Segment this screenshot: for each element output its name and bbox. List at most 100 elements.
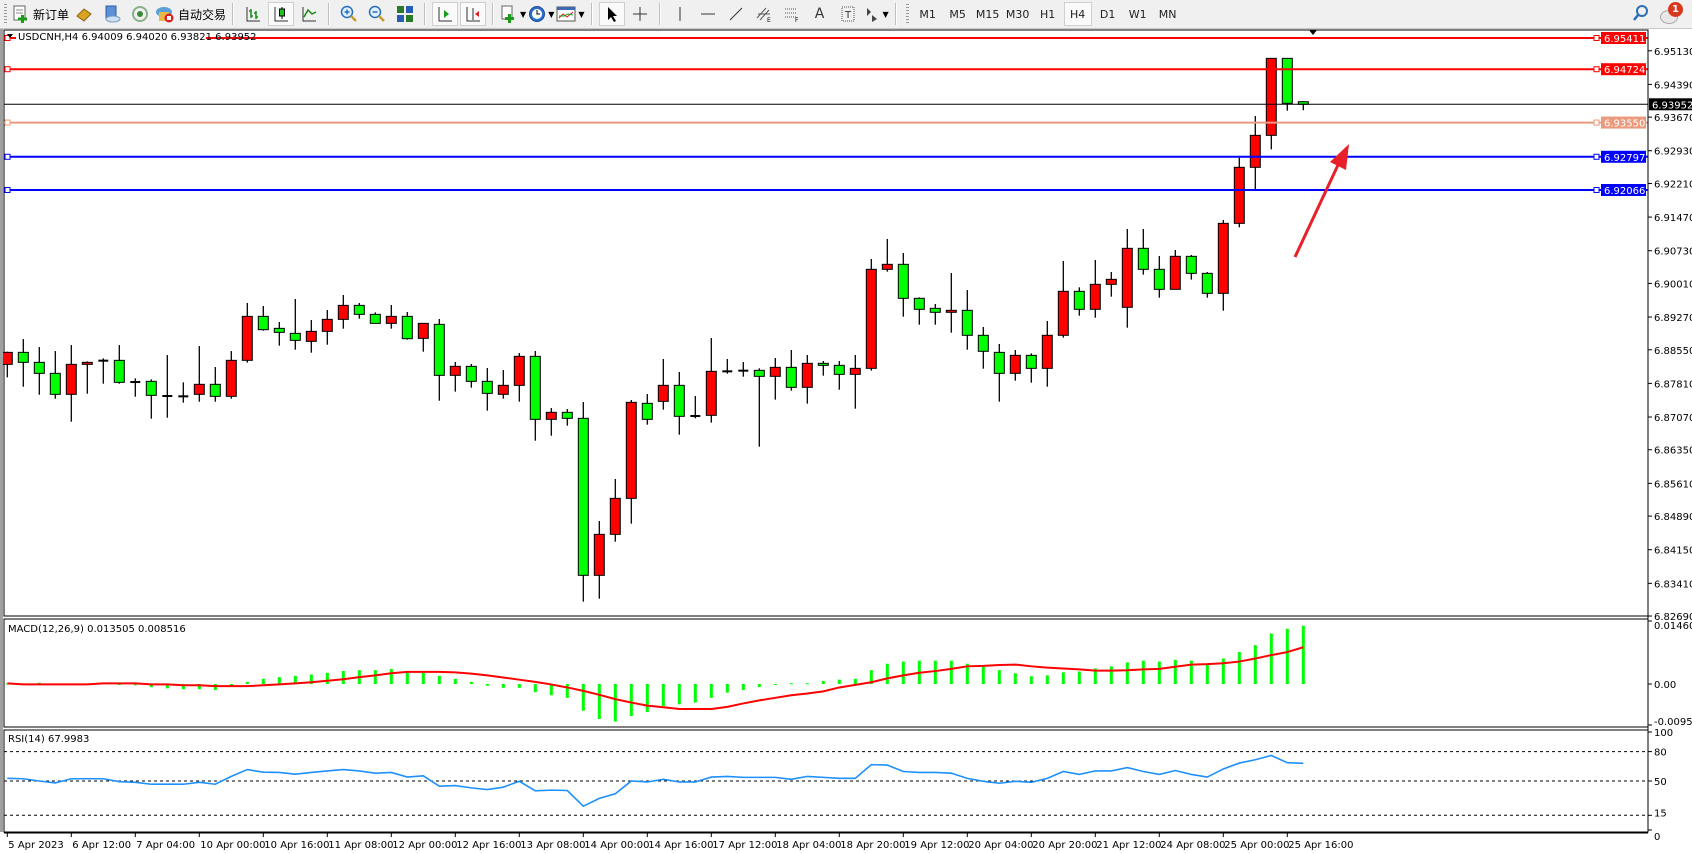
price-line-label: 6.92797 bbox=[1604, 153, 1645, 164]
time-tick-label: 25 Apr 16:00 bbox=[1288, 840, 1353, 851]
line-anchor-right bbox=[1593, 35, 1600, 41]
macd-histogram-bar bbox=[389, 668, 393, 685]
macd-histogram-bar bbox=[853, 678, 857, 685]
symbol-menu-icon bbox=[7, 34, 13, 38]
price-tick-label: 6.88550 bbox=[1654, 346, 1692, 357]
text-label-button[interactable]: T bbox=[835, 2, 861, 26]
zoom-in-icon bbox=[340, 5, 357, 22]
svg-text:T: T bbox=[844, 10, 852, 21]
horizontal-line-button[interactable] bbox=[695, 2, 721, 26]
candle bbox=[785, 349, 797, 391]
text-button[interactable]: A bbox=[807, 2, 833, 26]
candle bbox=[1009, 349, 1021, 381]
candle bbox=[1041, 321, 1053, 387]
toolbar-grip[interactable] bbox=[905, 4, 909, 24]
timeframe-h1[interactable]: H1 bbox=[1040, 7, 1056, 21]
timeframe-m30[interactable]: M30 bbox=[1005, 7, 1030, 21]
zoom-out-button[interactable] bbox=[364, 2, 390, 26]
candle-body bbox=[369, 313, 381, 324]
indicators-button[interactable]: ▼ bbox=[500, 2, 526, 26]
macd-histogram-bar bbox=[725, 684, 729, 693]
price-tick-label: 6.90730 bbox=[1654, 247, 1692, 258]
auto-trading-button[interactable]: 自动交易 bbox=[155, 2, 226, 26]
chart-window[interactable]: 6.95130 6.94390 6.93670 6.92930 6.92210 6.914… bbox=[0, 29, 1692, 853]
arrows-button[interactable]: ▼ bbox=[863, 2, 889, 26]
svg-text:E: E bbox=[767, 17, 771, 23]
search-icon[interactable] bbox=[1632, 4, 1650, 22]
candle-body bbox=[1105, 278, 1117, 285]
notifications-button[interactable]: 1 bbox=[1660, 2, 1684, 24]
price-tick-label: 6.89270 bbox=[1654, 313, 1692, 324]
chart-canvas[interactable]: 6.95130 6.94390 6.93670 6.92930 6.92210 6.914… bbox=[0, 29, 1692, 853]
navigator-button[interactable] bbox=[99, 2, 125, 26]
macd-histogram-bar bbox=[421, 672, 425, 685]
candles bbox=[1, 57, 1309, 602]
candle-body bbox=[849, 367, 861, 375]
time-tick-label: 18 Apr 04:00 bbox=[776, 840, 841, 851]
macd-histogram-bar bbox=[869, 670, 873, 685]
auto-scroll-button[interactable] bbox=[432, 2, 459, 26]
notification-badge: 1 bbox=[1668, 2, 1683, 17]
timeframe-m1[interactable]: M1 bbox=[919, 7, 936, 21]
signal-icon bbox=[132, 6, 149, 22]
periods-button[interactable]: ▼ bbox=[528, 2, 554, 26]
price-line-label: 6.95411 bbox=[1604, 34, 1645, 45]
time-tick-label: 20 Apr 20:00 bbox=[1032, 840, 1097, 851]
timeframe-h4[interactable]: H4 bbox=[1063, 2, 1092, 26]
price-tick-label: 6.83410 bbox=[1654, 579, 1692, 590]
svg-text:F: F bbox=[795, 17, 799, 23]
macd-histogram-bar bbox=[1141, 660, 1145, 685]
timeframe-m5[interactable]: M5 bbox=[949, 7, 966, 21]
equidistant-channel-button[interactable]: E bbox=[751, 2, 777, 26]
vertical-line-icon bbox=[679, 7, 680, 21]
cursor-button[interactable] bbox=[598, 2, 625, 26]
candle-body bbox=[1217, 222, 1229, 294]
macd-histogram-bar bbox=[1189, 660, 1193, 685]
time-tick-label: 18 Apr 20:00 bbox=[840, 840, 905, 851]
time-tick-label: 14 Apr 00:00 bbox=[584, 840, 649, 851]
cursor-arrow-icon bbox=[607, 7, 617, 22]
trendline-button[interactable] bbox=[723, 2, 749, 26]
candle bbox=[753, 368, 765, 447]
toolbar-grip[interactable] bbox=[4, 4, 7, 24]
candle bbox=[162, 355, 173, 418]
price-tick-label: 6.93670 bbox=[1654, 113, 1692, 124]
new-order-button[interactable]: 新订单 bbox=[12, 2, 69, 26]
bar-chart-button[interactable] bbox=[240, 2, 266, 26]
timeframe-w1[interactable]: W1 bbox=[1128, 7, 1147, 21]
timeframe-d1[interactable]: D1 bbox=[1099, 7, 1116, 21]
chart-shift-icon bbox=[466, 7, 481, 22]
macd-histogram-bar bbox=[517, 684, 521, 688]
candlestick-chart-button[interactable] bbox=[268, 2, 295, 26]
candle bbox=[273, 322, 285, 346]
signals-button[interactable] bbox=[127, 2, 153, 26]
timeframe-mn[interactable]: MN bbox=[1158, 7, 1177, 21]
vertical-line-button[interactable] bbox=[667, 2, 693, 26]
candle bbox=[385, 305, 397, 329]
candle-body bbox=[769, 366, 781, 377]
separator bbox=[232, 3, 235, 25]
line-chart-button[interactable] bbox=[296, 2, 322, 26]
new-order-icon bbox=[13, 5, 27, 23]
time-tick-label: 12 Apr 00:00 bbox=[392, 840, 457, 851]
templates-button[interactable]: ▼ bbox=[556, 2, 585, 26]
rsi-axis-label: 80 bbox=[1654, 748, 1667, 759]
candle-body bbox=[1153, 268, 1165, 290]
navigator-icon bbox=[105, 5, 121, 23]
candle bbox=[1089, 259, 1101, 318]
candle bbox=[673, 371, 685, 435]
candle-body bbox=[545, 411, 557, 420]
candle bbox=[98, 358, 109, 384]
crosshair-button[interactable] bbox=[627, 2, 653, 26]
fibonacci-button[interactable]: F bbox=[779, 2, 805, 26]
market-watch-button[interactable] bbox=[71, 2, 97, 26]
candle bbox=[209, 367, 221, 402]
price-line-label-bg bbox=[1649, 98, 1692, 111]
zoom-in-button[interactable] bbox=[336, 2, 362, 26]
candle-body bbox=[977, 334, 989, 352]
tile-windows-button[interactable] bbox=[392, 2, 418, 26]
price-line-label-bg bbox=[1601, 183, 1646, 196]
price-tick-label: 6.87070 bbox=[1654, 413, 1692, 424]
chart-shift-button[interactable] bbox=[460, 2, 487, 26]
timeframe-m15[interactable]: M15 bbox=[975, 7, 1000, 21]
